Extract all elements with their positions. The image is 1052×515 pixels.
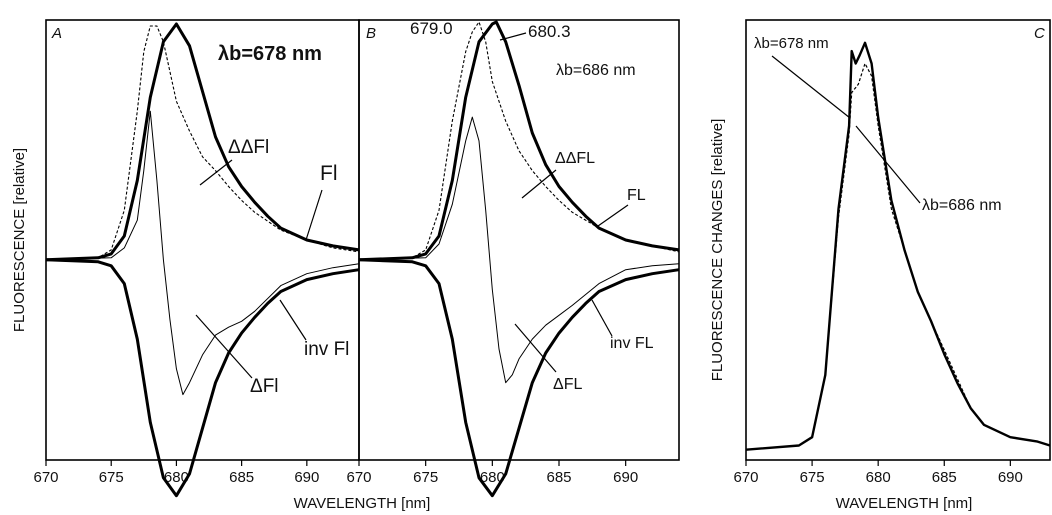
panel-a-y-axis-title: FLUORESCENCE [relative]	[11, 148, 28, 332]
panel-a-series-1	[45, 25, 360, 261]
panel-c-x-tick-label: 680	[866, 469, 891, 486]
panel-a-x-tick-label: 690	[294, 469, 319, 486]
panel-a-series-3	[45, 258, 360, 498]
panel-c-series-1	[745, 62, 1051, 451]
panel-b-x-tick-label: 670	[346, 469, 371, 486]
leader-dfl	[195, 314, 253, 379]
annotation-c-686: λb=686 nm	[922, 197, 1002, 214]
panel-a-annotations: λb=678 nm ΔΔFl Fl inv Fl ΔFl	[195, 43, 349, 397]
panel-c-series-0	[745, 41, 1051, 451]
panel-letter-b: B	[366, 25, 376, 42]
panel-c-x-tick-label: 690	[998, 469, 1023, 486]
annotation-fl-b: FL	[627, 187, 646, 204]
panel-b-x-ticks: 670 675 680 685 690	[346, 460, 638, 486]
annotation-lambda-b-678: λb=678 nm	[218, 43, 322, 65]
panel-b-series-1	[358, 21, 680, 261]
panel-a-x-ticks: 670 675 680 685 690	[33, 460, 319, 486]
panel-b-frame	[358, 19, 680, 461]
annotation-fl: Fl	[320, 162, 338, 185]
annotation-dfl-b: ΔFL	[553, 376, 582, 393]
leader-ddfl-b	[521, 169, 557, 199]
panel-a-x-tick-label: 685	[229, 469, 254, 486]
leader-c-678	[771, 55, 851, 119]
panel-a-series-0	[45, 22, 360, 262]
panel-c-x-tick-label: 670	[733, 469, 758, 486]
panel-b-x-tick-label: 690	[613, 469, 638, 486]
panel-a-series	[45, 22, 360, 498]
annotation-lambda-b-686: λb=686 nm	[556, 62, 636, 79]
leader-inv-fl-b	[591, 299, 613, 337]
panel-b-x-tick-label: 685	[546, 469, 571, 486]
panel-a-x-tick-label: 670	[33, 469, 58, 486]
panel-b-series-2	[358, 116, 680, 384]
panel-letter-a: A	[51, 25, 62, 42]
panel-c-y-axis-title: FLUORESCENCE CHANGES [relative]	[709, 119, 726, 382]
panel-b-annotations: 679.0 680.3 λb=686 nm ΔΔFL FL inv FL ΔFL	[410, 19, 654, 393]
panel-a-x-tick-label: 680	[164, 469, 189, 486]
panel-b-x-axis-title: WAVELENGTH [nm]	[294, 495, 431, 512]
leader-inv-fl	[279, 299, 307, 341]
leader-fl	[305, 189, 323, 241]
annotation-c-678: λb=678 nm	[754, 35, 829, 52]
annotation-ddfl: ΔΔFl	[228, 137, 269, 158]
annotation-inv-fl-b: inv FL	[610, 335, 654, 352]
panel-c-x-axis-title: WAVELENGTH [nm]	[836, 495, 973, 512]
leader-c-686	[855, 125, 921, 204]
panel-c-x-tick-label: 685	[932, 469, 957, 486]
panel-c-x-ticks: 670 675 680 685 690	[733, 460, 1023, 486]
annotation-peak-680: 680.3	[528, 22, 571, 41]
panel-c-x-tick-label: 675	[800, 469, 825, 486]
leader-ddfl	[199, 159, 233, 186]
panel-b-series	[358, 20, 680, 498]
leader-dfl-b	[514, 323, 557, 373]
panel-c-annotations: λb=678 nm λb=686 nm	[754, 35, 1002, 214]
annotation-inv-fl: inv Fl	[304, 339, 349, 360]
panel-a-series-2	[45, 110, 360, 396]
leader-fl-b	[597, 204, 629, 227]
panel-b-x-tick-label: 680	[480, 469, 505, 486]
panel-b-x-tick-label: 675	[413, 469, 438, 486]
annotation-ddfl-b: ΔΔFL	[555, 150, 595, 167]
annotation-peak-679: 679.0	[410, 19, 453, 38]
panel-a-x-tick-label: 675	[99, 469, 124, 486]
panel-c-frame	[745, 19, 1051, 461]
panel-letter-c: C	[1034, 25, 1045, 42]
annotation-dfl: ΔFl	[250, 376, 279, 397]
panel-c-series	[745, 41, 1051, 451]
panel-b-series-0	[358, 20, 680, 262]
panel-b-series-3	[358, 258, 680, 498]
leader-peak-680	[499, 32, 527, 41]
